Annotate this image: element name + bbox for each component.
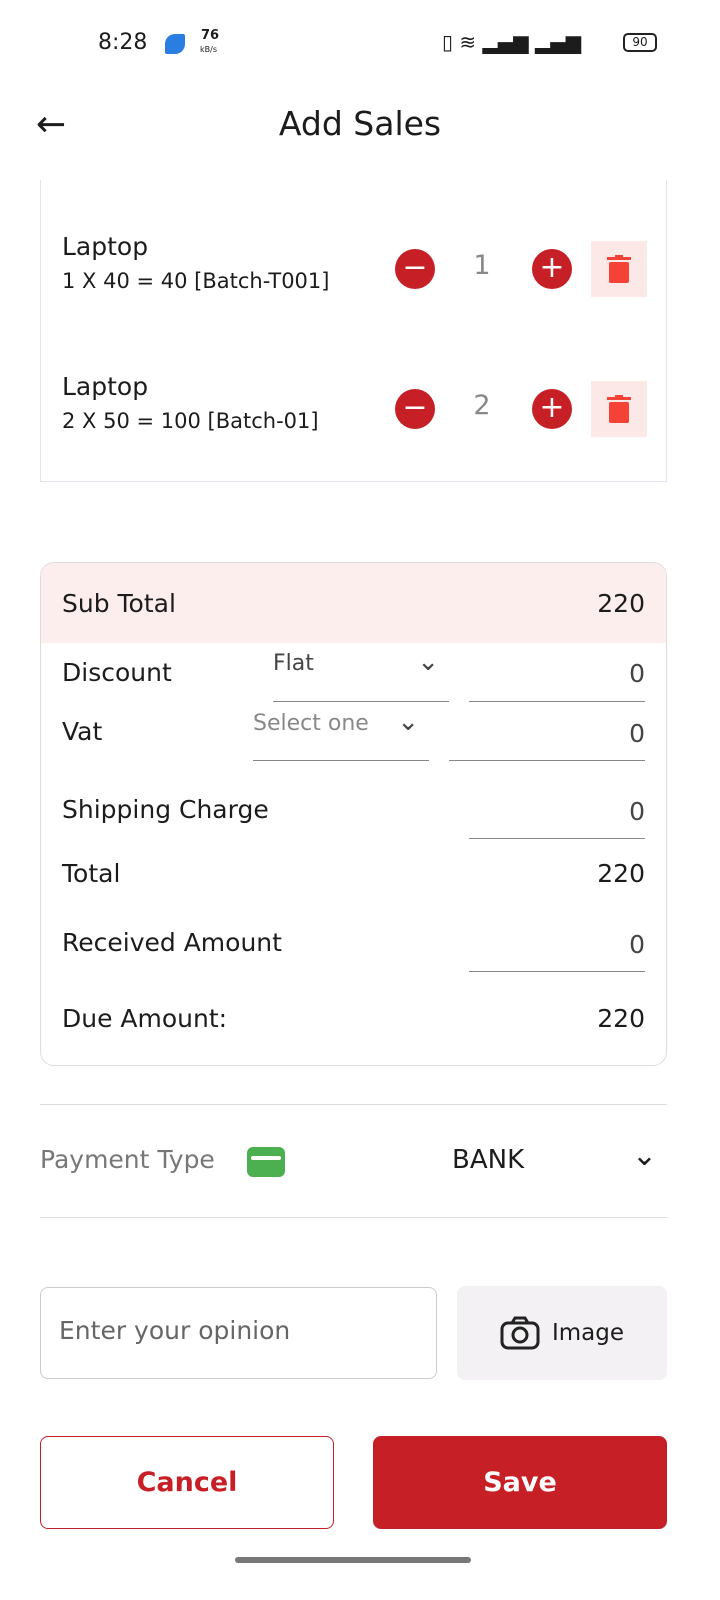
delete-button[interactable] bbox=[591, 241, 647, 297]
opinion-input[interactable]: Enter your opinion bbox=[40, 1287, 437, 1379]
save-button[interactable]: Save bbox=[373, 1436, 667, 1529]
quantity: 1 bbox=[473, 250, 491, 281]
camera-icon bbox=[500, 1316, 540, 1350]
due-value: 220 bbox=[597, 1004, 645, 1033]
shipping-input[interactable]: 0 bbox=[469, 791, 645, 839]
image-label: Image bbox=[551, 1320, 625, 1346]
discount-input[interactable]: 0 bbox=[469, 653, 645, 702]
signal-icons: ▯ ≋ ▂▄▆ ▂▄▆ bbox=[442, 30, 582, 54]
cart-item: Laptop 2 X 50 = 100 [Batch-01] bbox=[62, 372, 319, 433]
item-detail: 2 X 50 = 100 [Batch-01] bbox=[62, 409, 319, 433]
vat-placeholder: Select one bbox=[253, 711, 369, 736]
clock: 8:28 bbox=[98, 30, 148, 55]
vat-label: Vat bbox=[62, 717, 103, 746]
cart-item: Laptop 1 X 40 = 40 [Batch-T001] bbox=[62, 232, 329, 293]
item-detail: 1 X 40 = 40 [Batch-T001] bbox=[62, 269, 330, 293]
page-title: Add Sales bbox=[278, 104, 442, 143]
received-input[interactable]: 0 bbox=[469, 924, 645, 972]
battery-icon: 90 bbox=[623, 33, 657, 52]
divider bbox=[40, 1217, 667, 1218]
image-button[interactable]: Image bbox=[457, 1286, 667, 1380]
increase-button[interactable]: + bbox=[532, 249, 572, 289]
vat-select[interactable]: Select one ⌄ bbox=[253, 707, 429, 761]
total-value: 220 bbox=[597, 859, 645, 888]
opinion-placeholder: Enter your opinion bbox=[59, 1316, 291, 1345]
chevron-down-icon: ⌄ bbox=[417, 647, 439, 677]
decrease-button[interactable]: − bbox=[395, 389, 435, 429]
vat-input[interactable]: 0 bbox=[449, 713, 645, 761]
subtotal-label: Sub Total bbox=[62, 589, 176, 618]
net-speed-unit: kB/s bbox=[200, 45, 217, 54]
trash-icon bbox=[607, 255, 631, 283]
payment-type-label: Payment Type bbox=[40, 1145, 215, 1174]
divider bbox=[40, 1104, 667, 1105]
subtotal-row bbox=[41, 563, 666, 643]
increase-button[interactable]: + bbox=[532, 389, 572, 429]
cancel-button[interactable]: Cancel bbox=[40, 1436, 334, 1529]
net-speed: 76 bbox=[201, 28, 220, 43]
status-bar: 8:28 76 kB/s ▯ ≋ ▂▄▆ ▂▄▆ 90 bbox=[0, 28, 720, 62]
total-label: Total bbox=[62, 859, 121, 888]
app-icon bbox=[165, 34, 185, 54]
delete-button[interactable] bbox=[591, 381, 647, 437]
quantity: 2 bbox=[473, 390, 491, 421]
cart-items: Laptop 1 X 40 = 40 [Batch-T001] − 1 + La… bbox=[40, 180, 667, 482]
discount-type-select[interactable]: Flat ⌄ bbox=[273, 647, 449, 702]
subtotal-value: 220 bbox=[597, 589, 645, 618]
back-arrow-icon[interactable]: ← bbox=[36, 104, 67, 145]
due-label: Due Amount: bbox=[62, 1004, 228, 1033]
shipping-label: Shipping Charge bbox=[62, 795, 269, 824]
discount-label: Discount bbox=[62, 658, 172, 687]
wallet-icon bbox=[247, 1147, 285, 1177]
summary-card: Sub Total 220 Discount Flat ⌄ 0 Vat Selec… bbox=[40, 562, 667, 1066]
trash-icon bbox=[607, 395, 631, 423]
item-name: Laptop bbox=[62, 232, 149, 261]
item-name: Laptop bbox=[62, 372, 149, 401]
received-label: Received Amount bbox=[62, 928, 282, 957]
home-indicator[interactable] bbox=[235, 1557, 471, 1563]
payment-type-value: BANK bbox=[452, 1145, 525, 1175]
discount-type-value: Flat bbox=[273, 651, 314, 676]
chevron-down-icon: ⌄ bbox=[631, 1138, 657, 1173]
payment-type-select[interactable]: BANK ⌄ bbox=[440, 1130, 667, 1190]
chevron-down-icon: ⌄ bbox=[397, 707, 419, 737]
decrease-button[interactable]: − bbox=[395, 249, 435, 289]
